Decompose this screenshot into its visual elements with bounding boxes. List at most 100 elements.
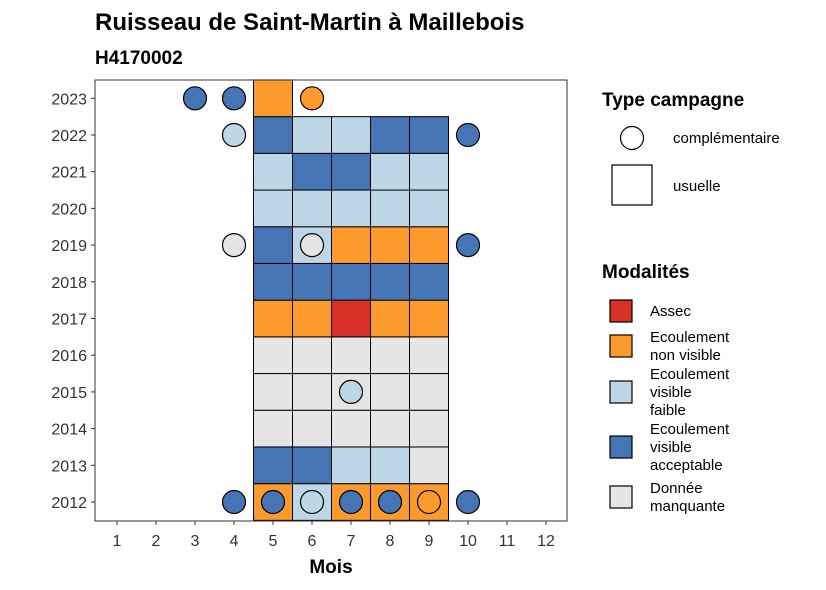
y-tick-label: 2015	[51, 385, 87, 402]
cell-2018-7	[331, 262, 371, 301]
cell-2019-9	[409, 226, 449, 264]
y-tick-label: 2018	[51, 275, 87, 292]
cell-2016-8	[370, 336, 410, 375]
dot-2012-8	[377, 489, 403, 515]
cell-2021-5	[253, 152, 293, 191]
x-tick-label: 5	[269, 533, 278, 550]
cell-2017-8	[370, 299, 410, 338]
cell-2013-6	[292, 446, 332, 485]
dot-2012-5	[260, 489, 286, 515]
campaign-dots	[182, 86, 481, 515]
cell-2014-8	[370, 409, 410, 448]
dot-2023-6	[299, 86, 325, 111]
legend-type-label: usuelle	[673, 178, 721, 195]
dot-2012-6	[299, 489, 325, 515]
cell-2017-9	[409, 299, 449, 338]
legend-label-manquante: Donnée manquante	[650, 480, 725, 515]
y-tick-label: 2022	[51, 128, 87, 145]
dot-2023-3	[182, 86, 208, 111]
campaign-cells	[253, 79, 449, 521]
cell-2014-5	[253, 409, 293, 448]
cell-2021-8	[370, 152, 410, 191]
panel-frame	[94, 79, 568, 522]
x-tick-label: 10	[459, 533, 477, 550]
y-tick-label: 2013	[51, 458, 87, 475]
dot-2015-7	[338, 379, 364, 404]
y-tick-label: 2019	[51, 238, 87, 255]
cell-2014-7	[331, 409, 371, 448]
plot-border	[94, 79, 568, 522]
legend-type-title: Type campagne	[602, 90, 744, 111]
x-axis-title: Mois	[309, 557, 352, 578]
legend-type-campagne: Type campagne complémentaire usuelle	[602, 90, 780, 206]
legend-label-faible: Ecoulement visible faible	[650, 366, 730, 419]
x-tick-label: 3	[191, 533, 200, 550]
cell-2018-8	[370, 262, 410, 301]
legend-type-label: complémentaire	[673, 130, 780, 147]
cell-2022-5	[253, 116, 293, 154]
cell-2015-8	[370, 373, 410, 411]
x-tick-label: 9	[425, 533, 434, 550]
cell-2020-7	[331, 189, 371, 228]
legend-modalites-title: Modalités	[602, 262, 690, 283]
y-axis: 2012 2013 2014 2015 2016 2017 2018 2019 2020 2021…	[51, 91, 95, 512]
dot-2012-4	[221, 489, 247, 515]
dot-2023-4	[221, 86, 247, 111]
cell-2022-6	[292, 116, 332, 154]
cell-2021-9	[409, 152, 449, 191]
cell-2016-9	[409, 336, 449, 375]
y-tick-label: 2016	[51, 348, 87, 365]
y-tick-label: 2020	[51, 201, 87, 218]
cell-2021-7	[331, 152, 371, 191]
cell-2014-6	[292, 409, 332, 448]
legend-key-non_visible	[609, 334, 633, 358]
cell-2014-9	[409, 409, 449, 448]
cell-2023-5	[253, 79, 293, 118]
cell-2018-6	[292, 262, 332, 301]
x-tick-label: 12	[537, 533, 555, 550]
y-tick-label: 2014	[51, 422, 87, 439]
cell-2019-5	[253, 226, 293, 264]
dot-2022-4	[221, 122, 247, 148]
cell-2022-9	[409, 116, 449, 154]
cell-2019-8	[370, 226, 410, 264]
x-tick-label: 7	[347, 533, 356, 550]
cell-2020-6	[292, 189, 332, 228]
cell-2020-8	[370, 189, 410, 228]
cell-2013-5	[253, 446, 293, 485]
x-tick-label: 6	[308, 533, 317, 550]
cell-2022-7	[331, 116, 371, 154]
x-tick-label: 1	[113, 533, 122, 550]
dot-2019-4	[221, 233, 247, 258]
cell-2015-9	[409, 373, 449, 411]
cell-2020-5	[253, 189, 293, 228]
cell-2013-7	[331, 446, 371, 485]
dot-2019-10	[455, 233, 481, 258]
chart-subtitle: H4170002	[95, 48, 183, 69]
legend-key-acceptable	[609, 435, 633, 459]
x-axis: 1 2 3 4 5 6 7 8 9 10 11 12	[113, 521, 555, 550]
cell-2018-5	[253, 262, 293, 301]
dot-2022-10	[455, 122, 481, 148]
cell-2016-5	[253, 336, 293, 375]
cell-2015-6	[292, 373, 332, 411]
cell-2017-5	[253, 299, 293, 338]
cell-2022-8	[370, 116, 410, 154]
legend-label-non_visible: Ecoulement non visible	[650, 329, 730, 364]
cell-2019-7	[331, 226, 371, 264]
legend-label-acceptable: Ecoulement visible acceptable	[650, 421, 730, 474]
cell-2013-9	[409, 446, 449, 485]
x-tick-label: 8	[386, 533, 395, 550]
x-tick-label: 4	[230, 533, 239, 550]
legend-label-assec: Assec	[650, 303, 691, 320]
y-tick-label: 2021	[51, 165, 87, 182]
dot-2012-9	[416, 489, 442, 515]
dot-2019-6	[299, 233, 325, 258]
x-tick-label: 11	[499, 533, 516, 550]
legend-key-assec	[609, 299, 633, 323]
y-tick-label: 2023	[51, 91, 87, 108]
cell-2020-9	[409, 189, 449, 228]
cell-2016-7	[331, 336, 371, 375]
